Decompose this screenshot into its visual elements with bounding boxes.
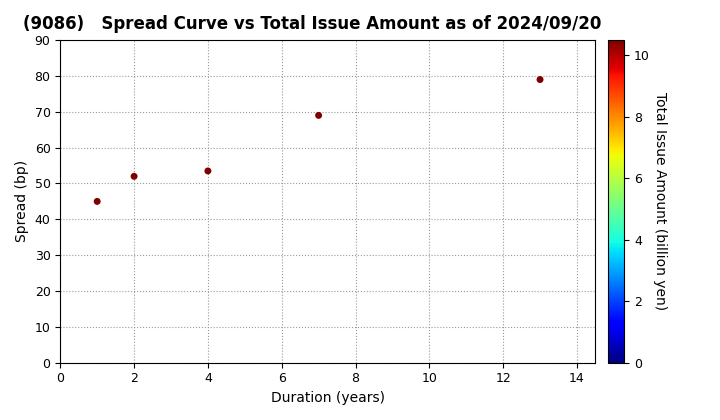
Point	[91, 198, 103, 205]
Point	[534, 76, 546, 83]
X-axis label: Duration (years): Duration (years)	[271, 391, 384, 405]
Y-axis label: Spread (bp): Spread (bp)	[15, 160, 29, 242]
Point	[202, 168, 214, 174]
Y-axis label: Total Issue Amount (billion yen): Total Issue Amount (billion yen)	[653, 92, 667, 310]
Point	[313, 112, 325, 119]
Point	[128, 173, 140, 180]
Text: (9086)   Spread Curve vs Total Issue Amount as of 2024/09/20: (9086) Spread Curve vs Total Issue Amoun…	[23, 15, 601, 33]
